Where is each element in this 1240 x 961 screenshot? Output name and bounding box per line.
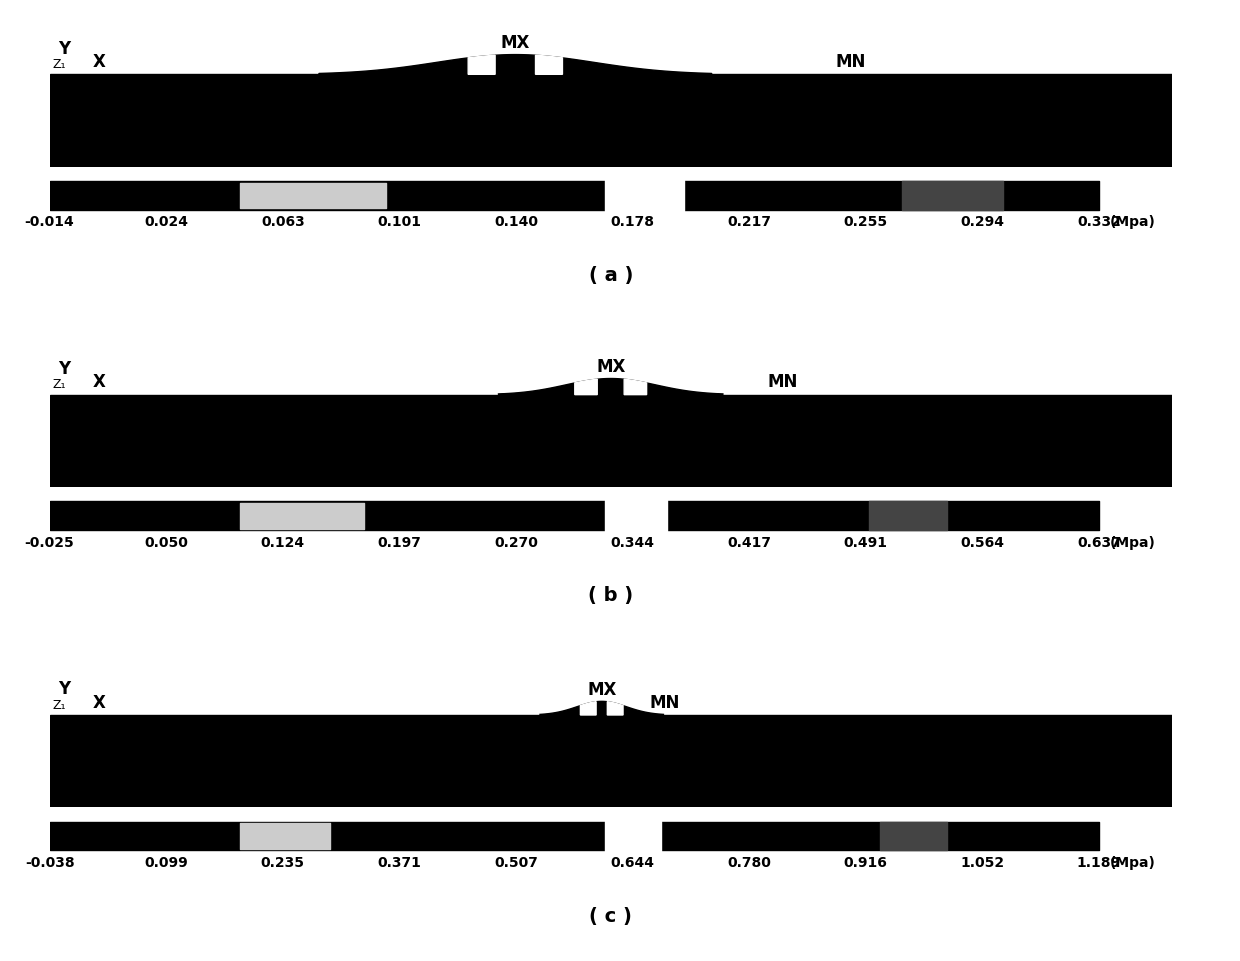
Polygon shape [536,55,563,74]
Text: 0.780: 0.780 [727,856,771,870]
Text: 0.024: 0.024 [144,215,188,230]
Bar [50,74,1172,166]
Text: 1.052: 1.052 [960,856,1004,870]
Text: 0.294: 0.294 [960,215,1004,230]
Polygon shape [469,55,495,74]
Bar [50,715,1172,807]
Polygon shape [498,379,723,395]
Text: 0.371: 0.371 [377,856,422,870]
Text: ( c ): ( c ) [589,906,632,925]
Text: 0.507: 0.507 [494,856,538,870]
Polygon shape [624,380,646,395]
Text: 0.564: 0.564 [960,535,1004,550]
Text: X: X [92,694,105,712]
Text: MX: MX [501,34,529,52]
Bar [50,395,1172,487]
Text: (Mpa): (Mpa) [1110,535,1156,550]
Text: 0.417: 0.417 [727,535,771,550]
Text: 0.637: 0.637 [1078,535,1121,550]
Text: 0.491: 0.491 [843,535,888,550]
Text: 0.235: 0.235 [260,856,305,870]
Text: Y: Y [58,360,71,378]
Text: (Mpa): (Mpa) [1110,215,1156,230]
Text: X: X [92,374,105,391]
Text: 0.124: 0.124 [260,535,305,550]
Text: ( a ): ( a ) [589,266,632,285]
Text: MX: MX [587,680,616,699]
Text: MN: MN [650,694,681,712]
Text: MN: MN [836,53,866,71]
Text: (Mpa): (Mpa) [1110,856,1156,870]
Text: Z₁: Z₁ [53,379,67,391]
Text: 0.217: 0.217 [727,215,771,230]
Text: -0.025: -0.025 [25,535,74,550]
Text: 1.189: 1.189 [1076,856,1121,870]
Text: MN: MN [768,374,799,391]
Text: 0.644: 0.644 [610,856,655,870]
Text: MX: MX [596,357,625,376]
Polygon shape [580,702,596,715]
Text: 0.255: 0.255 [843,215,888,230]
Text: -0.038: -0.038 [25,856,74,870]
Text: X: X [92,53,105,71]
Text: ( b ): ( b ) [588,586,634,605]
Text: 0.050: 0.050 [144,535,188,550]
Text: 0.916: 0.916 [843,856,888,870]
Text: Y: Y [58,39,71,58]
Text: 0.099: 0.099 [144,856,188,870]
Polygon shape [539,702,663,715]
Text: Z₁: Z₁ [53,699,67,712]
Text: -0.014: -0.014 [25,215,74,230]
Text: 0.101: 0.101 [377,215,422,230]
Text: 0.140: 0.140 [494,215,538,230]
Text: 0.344: 0.344 [610,535,655,550]
Polygon shape [575,380,598,395]
Text: 0.270: 0.270 [494,535,538,550]
Polygon shape [608,702,622,715]
Text: Y: Y [58,680,71,699]
Text: 0.178: 0.178 [610,215,655,230]
Text: Z₁: Z₁ [53,58,67,71]
Text: 0.063: 0.063 [260,215,305,230]
Text: 0.332: 0.332 [1076,215,1121,230]
Polygon shape [319,55,712,74]
Text: 0.197: 0.197 [377,535,422,550]
